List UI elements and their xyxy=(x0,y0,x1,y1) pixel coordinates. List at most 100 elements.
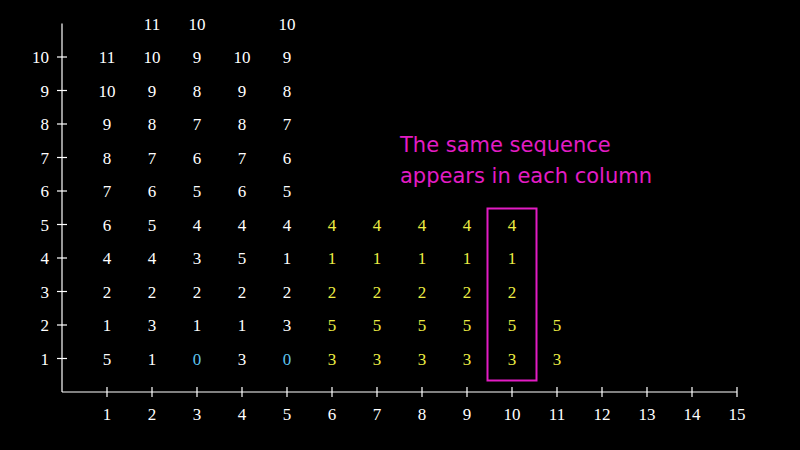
annotation: appears in each column xyxy=(400,164,652,188)
y-tick-label: 2 xyxy=(41,316,50,335)
y-tick xyxy=(57,123,67,124)
number: 10 xyxy=(99,82,116,101)
x-tick-label: 3 xyxy=(193,405,202,424)
number: 2 xyxy=(418,283,427,302)
number: 0 xyxy=(283,350,292,369)
number: 4 xyxy=(418,216,427,235)
number: 4 xyxy=(283,216,292,235)
y-tick xyxy=(57,56,67,57)
number: 1 xyxy=(193,316,202,335)
number: 2 xyxy=(193,283,202,302)
number: 5 xyxy=(553,316,562,335)
number: 4 xyxy=(148,249,157,268)
number: 1 xyxy=(463,249,472,268)
number: 2 xyxy=(148,283,157,302)
number: 3 xyxy=(418,350,427,369)
x-tick-label: 1 xyxy=(103,405,112,424)
number: 1 xyxy=(373,249,382,268)
number: 3 xyxy=(508,350,517,369)
number: 6 xyxy=(283,149,292,168)
number: 9 xyxy=(238,82,247,101)
number: 2 xyxy=(373,283,382,302)
number: 9 xyxy=(283,48,292,67)
number: 6 xyxy=(103,216,112,235)
y-tick xyxy=(57,190,67,191)
number: 5 xyxy=(148,216,157,235)
number: 3 xyxy=(373,350,382,369)
x-tick-label: 11 xyxy=(549,405,565,424)
x-tick-label: 6 xyxy=(328,405,337,424)
background xyxy=(0,0,800,450)
number: 9 xyxy=(148,82,157,101)
number: 4 xyxy=(373,216,382,235)
number: 2 xyxy=(508,283,517,302)
number: 7 xyxy=(283,115,292,134)
x-tick xyxy=(646,387,647,397)
x-tick xyxy=(511,387,512,397)
y-tick-label: 4 xyxy=(41,249,50,268)
y-tick-label: 7 xyxy=(41,149,50,168)
number: 1 xyxy=(148,350,157,369)
y-tick xyxy=(57,324,67,325)
x-tick xyxy=(736,387,737,397)
x-tick-label: 13 xyxy=(639,405,656,424)
number: 8 xyxy=(103,149,112,168)
number: 5 xyxy=(373,316,382,335)
number: 3 xyxy=(463,350,472,369)
number: 1 xyxy=(328,249,337,268)
x-tick-label: 4 xyxy=(238,405,247,424)
number: 5 xyxy=(103,350,112,369)
number: 4 xyxy=(103,249,112,268)
number: 10 xyxy=(279,15,296,34)
number: 3 xyxy=(238,350,247,369)
x-tick xyxy=(556,387,557,397)
number: 8 xyxy=(283,82,292,101)
number: 11 xyxy=(99,48,115,67)
number: 8 xyxy=(148,115,157,134)
number: 10 xyxy=(144,48,161,67)
number: 1 xyxy=(103,316,112,335)
number: 5 xyxy=(283,182,292,201)
highlight-box xyxy=(488,209,537,381)
y-tick-label: 3 xyxy=(41,283,50,302)
number: 9 xyxy=(103,115,112,134)
x-tick xyxy=(466,387,467,397)
number: 9 xyxy=(193,48,202,67)
number: 3 xyxy=(328,350,337,369)
number: 2 xyxy=(283,283,292,302)
number: 7 xyxy=(148,149,157,168)
number: 6 xyxy=(193,149,202,168)
y-tick xyxy=(57,257,67,258)
number: 1 xyxy=(283,249,292,268)
x-tick-label: 7 xyxy=(373,405,382,424)
x-tick xyxy=(151,387,152,397)
number: 7 xyxy=(238,149,247,168)
number: 2 xyxy=(463,283,472,302)
y-tick-label: 9 xyxy=(41,82,50,101)
number: 8 xyxy=(238,115,247,134)
number: 3 xyxy=(553,350,562,369)
x-tick-label: 15 xyxy=(729,405,746,424)
chart: 1234567891011121314151234567891051246789… xyxy=(0,0,800,450)
number: 5 xyxy=(418,316,427,335)
number-labels: 5124678910111324567891011123456789103125… xyxy=(99,15,562,369)
number: 5 xyxy=(328,316,337,335)
number: 3 xyxy=(283,316,292,335)
x-tick-label: 10 xyxy=(504,405,521,424)
number: 3 xyxy=(148,316,157,335)
number: 1 xyxy=(418,249,427,268)
number: 0 xyxy=(193,350,202,369)
y-tick xyxy=(57,157,67,158)
number: 10 xyxy=(189,15,206,34)
x-tick xyxy=(286,387,287,397)
y-tick xyxy=(57,291,67,292)
number: 11 xyxy=(144,15,160,34)
marks xyxy=(488,209,537,381)
number: 4 xyxy=(508,216,517,235)
number: 10 xyxy=(234,48,251,67)
number: 2 xyxy=(238,283,247,302)
x-tick xyxy=(241,387,242,397)
x-tick xyxy=(196,387,197,397)
y-tick xyxy=(57,358,67,359)
number: 2 xyxy=(103,283,112,302)
